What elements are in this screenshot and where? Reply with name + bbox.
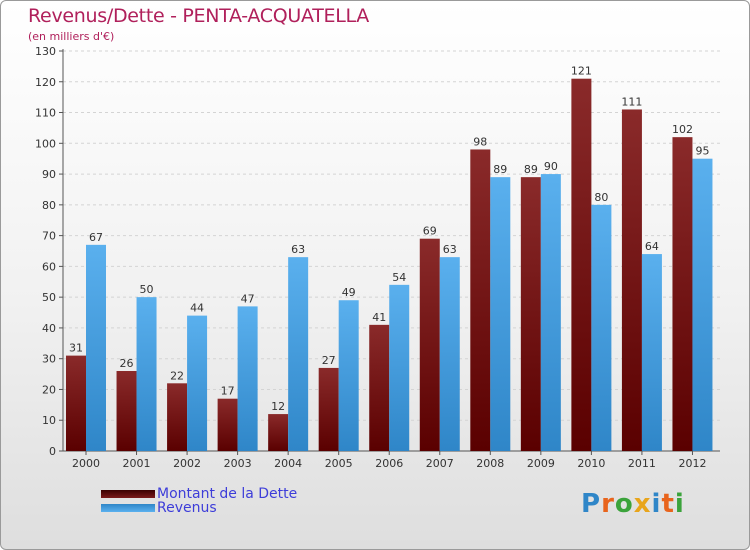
bar-debt xyxy=(520,177,541,451)
y-tick-label: 130 xyxy=(35,45,56,58)
y-tick-label: 90 xyxy=(42,168,56,181)
bar-debt xyxy=(419,238,440,451)
y-tick-label: 50 xyxy=(42,291,56,304)
y-tick-label: 120 xyxy=(35,76,56,89)
legend-label-debt: Montant de la Dette xyxy=(157,486,298,502)
y-tick-label: 70 xyxy=(42,230,56,243)
x-tick-label: 2006 xyxy=(375,457,403,470)
data-label-debt: 27 xyxy=(322,354,336,367)
bar-revenue xyxy=(136,297,157,451)
y-tick-label: 110 xyxy=(35,107,56,120)
bar-debt xyxy=(167,383,188,451)
logo-letter: P xyxy=(581,489,602,519)
logo-letter: i xyxy=(674,489,685,519)
bar-debt xyxy=(470,149,491,451)
bar-revenue xyxy=(591,204,612,451)
data-label-revenue: 89 xyxy=(493,163,507,176)
bar-revenue xyxy=(389,284,410,451)
data-label-revenue: 80 xyxy=(594,191,608,204)
data-label-debt: 89 xyxy=(524,163,538,176)
chart-subtitle: (en milliers d'€) xyxy=(28,30,115,43)
bar-revenue xyxy=(490,177,511,451)
data-label-revenue: 64 xyxy=(645,240,659,253)
x-tick-label: 2010 xyxy=(577,457,605,470)
data-label-revenue: 63 xyxy=(291,243,305,256)
bar-revenue xyxy=(86,244,106,451)
data-label-debt: 111 xyxy=(621,95,642,108)
y-tick-label: 60 xyxy=(42,260,56,273)
x-tick-label: 2000 xyxy=(72,457,100,470)
data-label-revenue: 95 xyxy=(695,145,709,158)
bar-debt xyxy=(217,398,238,451)
data-label-debt: 22 xyxy=(170,369,184,382)
y-tick-label: 80 xyxy=(42,199,56,212)
logo-letter: x xyxy=(633,489,652,519)
data-label-revenue: 47 xyxy=(241,292,255,305)
bar-revenue xyxy=(692,158,713,451)
bar-revenue xyxy=(439,257,460,451)
legend-swatch-debt xyxy=(101,490,155,498)
bar-revenue xyxy=(237,306,258,451)
y-tick-label: 40 xyxy=(42,322,56,335)
bar-revenue xyxy=(540,174,561,452)
data-label-revenue: 63 xyxy=(443,243,457,256)
data-label-debt: 26 xyxy=(120,357,134,370)
data-label-debt: 102 xyxy=(672,123,693,136)
x-tick-label: 2004 xyxy=(274,457,302,470)
data-label-debt: 121 xyxy=(571,65,592,78)
bar-debt xyxy=(66,355,86,451)
legend-label-revenue: Revenus xyxy=(157,500,217,516)
bar-revenue xyxy=(187,315,208,451)
data-label-debt: 31 xyxy=(69,342,83,355)
bar-revenue xyxy=(641,254,662,451)
legend: Montant de la Dette Revenus xyxy=(101,487,297,515)
x-tick-label: 2008 xyxy=(476,457,504,470)
x-tick-label: 2005 xyxy=(325,457,353,470)
y-tick-label: 100 xyxy=(35,137,56,150)
y-tick-label: 30 xyxy=(42,353,56,366)
logo-letter: t xyxy=(661,489,675,519)
x-tick-label: 2012 xyxy=(678,457,706,470)
data-label-revenue: 49 xyxy=(342,286,356,299)
data-label-debt: 12 xyxy=(271,400,285,413)
data-label-debt: 98 xyxy=(473,135,487,148)
data-label-debt: 17 xyxy=(221,385,235,398)
data-label-debt: 69 xyxy=(423,225,437,238)
bar-debt xyxy=(369,324,390,451)
logo-letter: o xyxy=(614,489,634,519)
data-label-revenue: 50 xyxy=(140,283,154,296)
bar-debt xyxy=(571,78,592,451)
bar-debt xyxy=(672,137,693,451)
data-label-revenue: 90 xyxy=(544,160,558,173)
bar-debt xyxy=(621,109,642,451)
logo-letter: r xyxy=(601,489,615,519)
bar-revenue xyxy=(288,257,309,451)
x-tick-label: 2003 xyxy=(224,457,252,470)
chart-title: Revenus/Dette - PENTA-ACQUATELLA xyxy=(28,5,369,27)
bar-debt xyxy=(268,414,289,451)
data-label-debt: 41 xyxy=(372,311,386,324)
bar-debt xyxy=(116,371,137,451)
legend-swatch-revenue xyxy=(101,504,155,512)
bar-revenue xyxy=(338,300,359,451)
data-label-revenue: 54 xyxy=(392,271,406,284)
logo-letter: i xyxy=(651,489,662,519)
x-tick-label: 2009 xyxy=(527,457,555,470)
y-tick-label: 20 xyxy=(42,383,56,396)
x-tick-label: 2011 xyxy=(628,457,656,470)
x-tick-label: 2001 xyxy=(123,457,151,470)
data-label-revenue: 44 xyxy=(190,302,204,315)
legend-item-debt: Montant de la Dette xyxy=(101,487,297,501)
data-label-revenue: 67 xyxy=(89,231,103,244)
x-tick-label: 2002 xyxy=(173,457,201,470)
legend-item-revenue: Revenus xyxy=(101,501,297,515)
x-tick-label: 2007 xyxy=(426,457,454,470)
y-tick-label: 0 xyxy=(49,445,56,458)
bar-debt xyxy=(318,367,339,451)
y-tick-label: 10 xyxy=(42,414,56,427)
proxiti-logo: Proxiti xyxy=(581,489,685,519)
